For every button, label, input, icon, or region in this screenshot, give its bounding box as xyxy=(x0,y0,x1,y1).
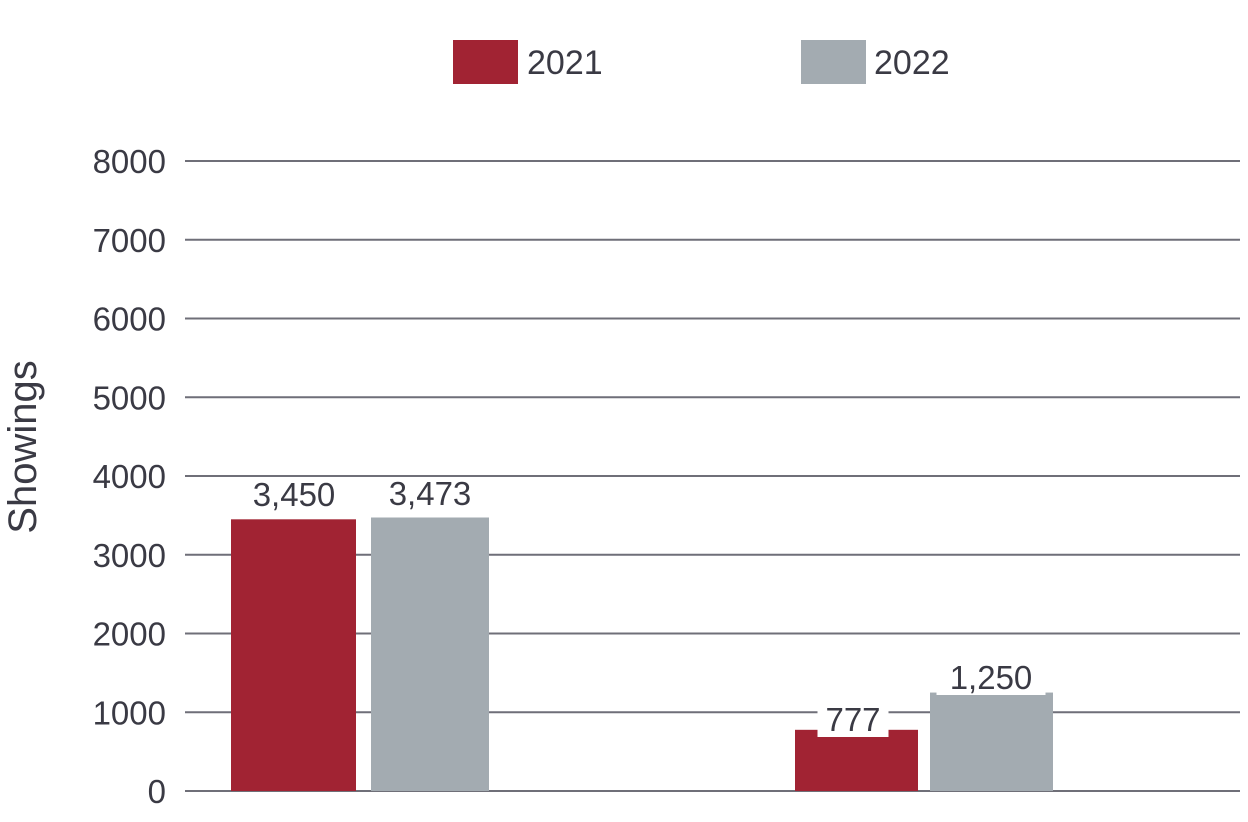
y-tick-label: 4000 xyxy=(93,458,166,495)
data-label-backing xyxy=(936,661,1046,695)
bar-2022-2 xyxy=(930,692,1053,791)
y-axis-title: Showings xyxy=(1,360,45,533)
data-label: 3,473 xyxy=(389,475,472,512)
bar-2021-1 xyxy=(231,519,356,791)
y-tick-label: 7000 xyxy=(93,222,166,259)
data-labels: 3,450 777 3,473 1,250 xyxy=(239,475,1046,738)
legend-label-2021: 2021 xyxy=(527,44,603,82)
data-label-backing xyxy=(375,477,485,511)
y-tick-label: 6000 xyxy=(93,301,166,338)
legend-swatch-2021 xyxy=(453,40,518,84)
y-tick-label: 3000 xyxy=(93,537,166,574)
y-tick-label: 2000 xyxy=(93,616,166,653)
y-tick-label: 5000 xyxy=(93,379,166,416)
data-label-backing xyxy=(817,703,889,737)
y-tick-label: 0 xyxy=(148,773,166,810)
y-tick-label: 1000 xyxy=(93,694,166,731)
bar-2022-1 xyxy=(371,517,489,791)
data-label: 1,250 xyxy=(950,659,1033,696)
data-label: 777 xyxy=(825,701,880,738)
y-tick-label: 8000 xyxy=(93,143,166,180)
data-label: 3,450 xyxy=(253,476,336,513)
legend: 2021 2022 xyxy=(453,40,950,84)
bar-2021-2 xyxy=(795,729,918,791)
bars xyxy=(231,517,1053,791)
legend-label-2022: 2022 xyxy=(874,44,950,82)
y-axis-ticks: 0 1000 2000 3000 4000 5000 6000 7000 8000 xyxy=(93,143,166,810)
data-label-backing xyxy=(239,478,349,512)
gridlines xyxy=(185,160,1240,792)
legend-swatch-2022 xyxy=(801,40,866,84)
